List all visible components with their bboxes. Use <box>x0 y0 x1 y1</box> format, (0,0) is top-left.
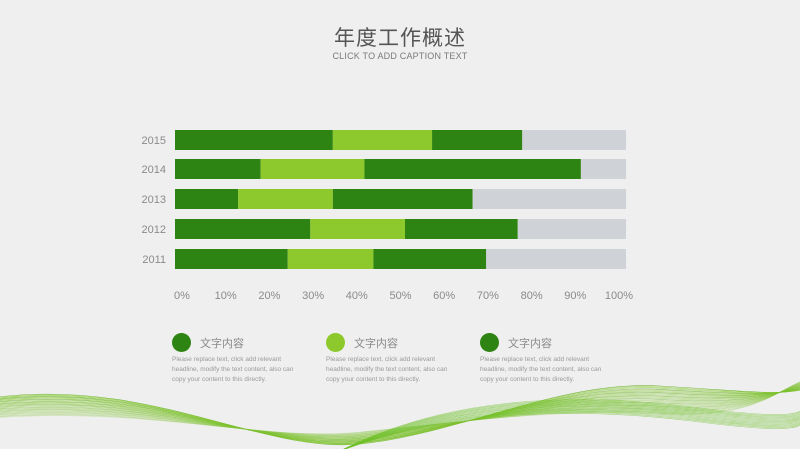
page-title: 年度工作概述 <box>334 26 466 50</box>
page-subtitle: CLICK TO ADD CAPTION TEXT <box>332 51 468 61</box>
bar-segment-2013-3 <box>332 189 473 209</box>
legend-description: Please replace text, click add relevant … <box>326 356 448 383</box>
legend-description: Please replace text, click add relevant … <box>480 356 602 383</box>
bar-segment-2011-3 <box>373 249 487 269</box>
legend-dot-icon <box>326 333 345 352</box>
x-tick-label: 100% <box>605 290 633 302</box>
y-tick-label: 2012 <box>142 224 166 236</box>
y-tick-label: 2015 <box>142 135 166 147</box>
bar-segment-2015-1 <box>175 130 333 150</box>
x-tick-label: 60% <box>433 290 455 302</box>
bar-segment-2015-4 <box>522 130 626 150</box>
legend-dot-icon <box>480 333 499 352</box>
bar-segment-2014-3 <box>364 159 581 179</box>
legend-label: 文字内容 <box>354 337 398 350</box>
y-tick-label: 2011 <box>142 254 166 266</box>
bar-segment-2012-4 <box>517 219 626 239</box>
legend-description: Please replace text, click add relevant … <box>172 356 294 383</box>
bar-segment-2011-1 <box>175 249 288 269</box>
legend-label: 文字内容 <box>508 337 552 350</box>
bar-segment-2012-1 <box>175 219 311 239</box>
y-tick-label: 2014 <box>142 164 166 176</box>
bar-segment-2011-4 <box>486 249 626 269</box>
bar-segment-2014-2 <box>260 159 365 179</box>
legend-label: 文字内容 <box>200 337 244 350</box>
bar-segment-2015-3 <box>432 130 523 150</box>
bar-segment-2013-1 <box>175 189 239 209</box>
bar-segment-2013-2 <box>238 189 333 209</box>
x-tick-label: 80% <box>521 290 543 302</box>
bar-segment-2015-2 <box>332 130 433 150</box>
x-tick-label: 0% <box>174 290 190 302</box>
bar-segment-2014-1 <box>175 159 261 179</box>
x-tick-label: 30% <box>302 290 324 302</box>
bar-segment-2013-4 <box>472 189 626 209</box>
x-tick-label: 10% <box>215 290 237 302</box>
x-tick-label: 40% <box>346 290 368 302</box>
x-tick-label: 90% <box>564 290 586 302</box>
x-tick-label: 50% <box>389 290 411 302</box>
bar-segment-2011-2 <box>287 249 374 269</box>
x-tick-label: 70% <box>477 290 499 302</box>
bar-segment-2012-2 <box>310 219 406 239</box>
legend-dot-icon <box>172 333 191 352</box>
x-tick-label: 20% <box>258 290 280 302</box>
bar-segment-2014-4 <box>580 159 626 179</box>
bar-segment-2012-3 <box>405 219 518 239</box>
y-tick-label: 2013 <box>142 194 166 206</box>
